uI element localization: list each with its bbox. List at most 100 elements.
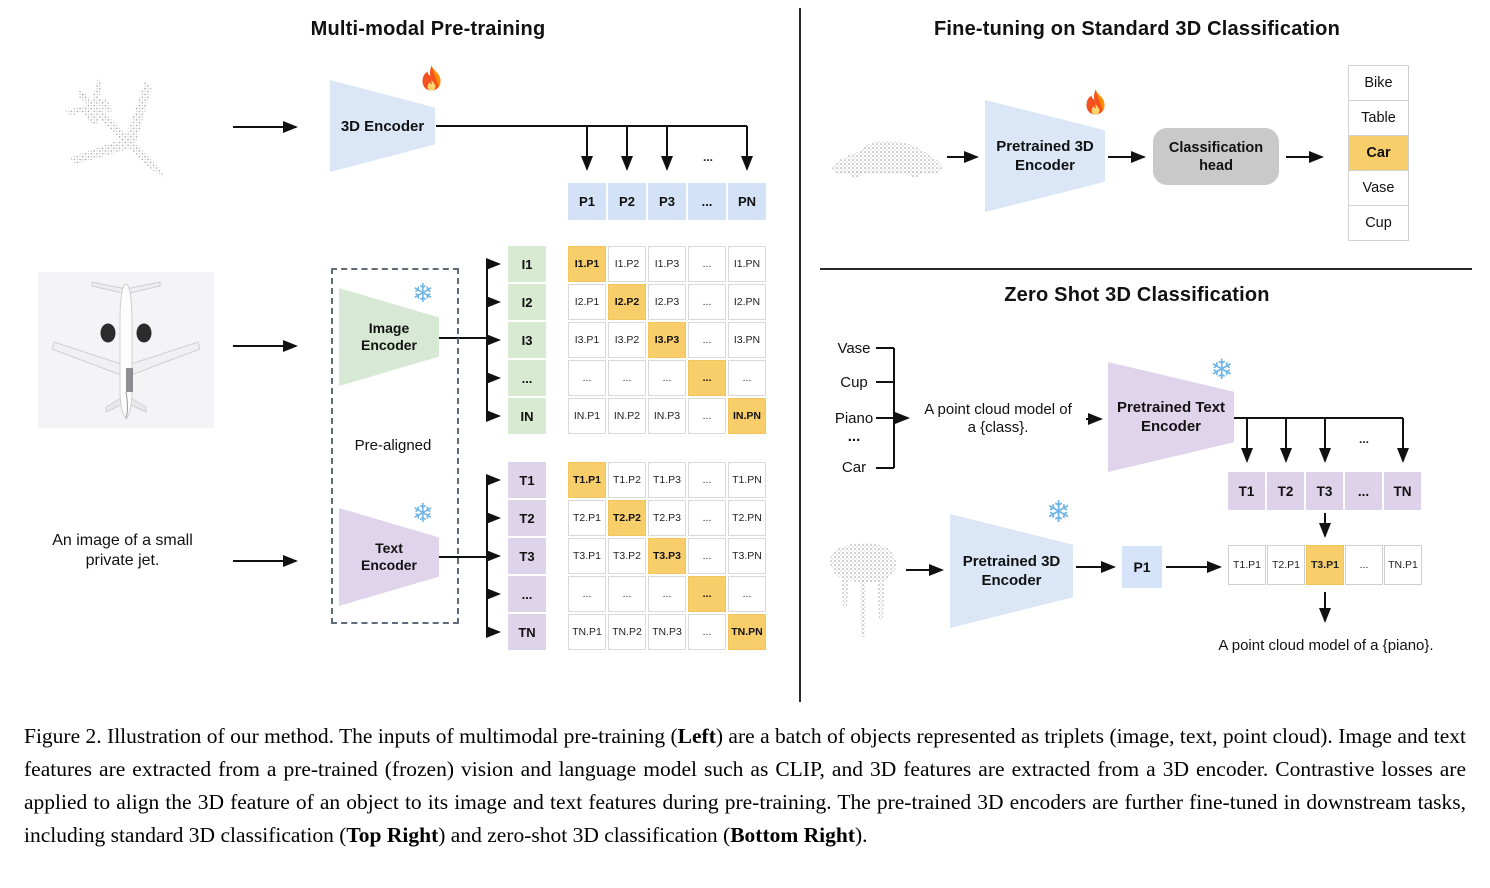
jet-text-line2: private jet.: [85, 552, 160, 569]
caption-seg3: ) and zero-shot 3D classification (: [438, 823, 731, 847]
caption-bold-bottom-right: Bottom Right: [730, 823, 856, 847]
matrix-cell: ...: [688, 462, 726, 498]
airplane-photo: [38, 272, 214, 428]
p-feature-row: P1 P2 P3 ... PN: [568, 183, 766, 220]
zs-text-feature-row: T1 T2 T3 ... TN: [1228, 472, 1421, 510]
encoder-3d-label: 3D Encoder: [340, 117, 425, 135]
matrix-cell: T3.P2: [608, 538, 646, 574]
matrix-cell: T1.P2: [608, 462, 646, 498]
matrix-cell: I1.P2: [608, 246, 646, 282]
matrix-cell: ...: [568, 576, 606, 612]
pretrained-text-encoder-line2: Encoder: [1140, 418, 1201, 435]
matrix-cell: TN.PN: [728, 614, 766, 650]
matrix-cell: TN.P2: [608, 614, 646, 650]
t-cell: TN: [1384, 472, 1421, 510]
pre-aligned-box: [331, 268, 459, 624]
text-label-cell: T1: [508, 462, 546, 498]
pretrained-3d-encoder-line1: Pretrained 3D: [996, 138, 1094, 155]
snowflake-icon: ❄: [1210, 354, 1234, 385]
matrix-cell: I3.P3: [648, 322, 686, 358]
matrix-cell: T3.P3: [648, 538, 686, 574]
text-feature-labels: T1 T2 T3 ... TN: [508, 462, 546, 650]
pre-aligned-label: Pre-aligned: [354, 437, 432, 454]
matrix-cell: I3.PN: [728, 322, 766, 358]
caption-bold-top-right: Top Right: [346, 823, 439, 847]
p-cell: P1: [568, 183, 606, 220]
t-cell: T1: [1228, 472, 1265, 510]
caption-seg2: ) are a batch of objects represented as …: [24, 724, 1466, 847]
matrix-cell: IN.P1: [568, 398, 606, 434]
image-label-cell: IN: [508, 398, 546, 434]
matrix-cell: TN.P1: [568, 614, 606, 650]
class-cell: Vase: [1348, 170, 1409, 206]
zs-pretrained-3d-encoder-line2: Encoder: [981, 572, 1042, 589]
matrix-cell: I3.P1: [568, 322, 606, 358]
text-label-cell: TN: [508, 614, 546, 650]
zs-prompt-line1: A point cloud model of: [924, 401, 1072, 418]
matrix-cell: T1.PN: [728, 462, 766, 498]
matrix-cell: ...: [688, 576, 726, 612]
text-encoder-label-line1: Text: [375, 540, 403, 556]
result-cell: TN.P1: [1384, 545, 1422, 585]
p1-feature-cell: P1: [1122, 546, 1162, 588]
classification-head-line2: head: [1199, 157, 1233, 174]
class-cell: Bike: [1348, 65, 1409, 101]
text-encoder-label-line2: Encoder: [360, 557, 417, 573]
image-label-cell: I2: [508, 284, 546, 320]
zs-pretrained-3d-encoder-line1: Pretrained 3D: [962, 553, 1061, 570]
zs-branch-ellipsis: ...: [1358, 432, 1369, 446]
pretraining-title: Multi-modal Pre-training: [310, 18, 546, 40]
piano-point-cloud: [830, 543, 896, 637]
zs-class-word: Cup: [840, 374, 868, 391]
zs-class-word: Vase: [837, 340, 871, 357]
result-cell: T1.P1: [1228, 545, 1266, 585]
image-label-cell: I3: [508, 322, 546, 358]
p-branch-ellipsis: ...: [702, 150, 713, 164]
matrix-cell: ...: [608, 576, 646, 612]
t-cell: T3: [1306, 472, 1343, 510]
result-cell: T2.P1: [1267, 545, 1305, 585]
class-cell-highlighted: Car: [1348, 135, 1409, 171]
classification-head-line1: Classification: [1168, 139, 1264, 156]
zs-prompt-text: A point cloud model of a {class}.: [912, 401, 1084, 437]
caption-seg4: ).: [855, 823, 868, 847]
text-label-cell: T3: [508, 538, 546, 574]
zs-class-word: Car: [841, 459, 867, 476]
matrix-cell: T2.P1: [568, 500, 606, 536]
fire-icon: [1086, 89, 1105, 115]
class-list: Bike Table Car Vase Cup: [1348, 65, 1409, 241]
text-label-cell: ...: [508, 576, 546, 612]
zs-result-row: T1.P1 T2.P1 T3.P1 ... TN.P1: [1228, 545, 1422, 585]
matrix-cell: IN.P2: [608, 398, 646, 434]
matrix-cell: T2.PN: [728, 500, 766, 536]
text-label-cell: T2: [508, 500, 546, 536]
fire-icon: [422, 65, 441, 91]
matrix-cell: ...: [648, 576, 686, 612]
car-point-cloud: [832, 140, 942, 178]
text-similarity-matrix: T1.P1 T1.P2 T1.P3 ... T1.PN T2.P1 T2.P2 …: [568, 462, 766, 650]
matrix-cell: I2.PN: [728, 284, 766, 320]
caption-seg1: Figure 2. Illustration of our method. Th…: [24, 724, 678, 748]
matrix-cell: ...: [608, 360, 646, 396]
matrix-cell: ...: [568, 360, 606, 396]
zs-class-ellipsis: ...: [847, 428, 861, 445]
matrix-cell: I2.P2: [608, 284, 646, 320]
matrix-cell: ...: [728, 360, 766, 396]
image-encoder-label-line1: Image: [368, 320, 410, 336]
class-cell: Table: [1348, 100, 1409, 136]
matrix-cell: ...: [728, 576, 766, 612]
matrix-cell: T2.P3: [648, 500, 686, 536]
matrix-cell: ...: [688, 322, 726, 358]
classification-head: Classification head: [1153, 128, 1279, 185]
image-feature-labels: I1 I2 I3 ... IN: [508, 246, 546, 434]
zs-pretrained-3d-encoder: Pretrained 3D Encoder: [950, 514, 1073, 628]
image-similarity-matrix: I1.P1 I1.P2 I1.P3 ... I1.PN I2.P1 I2.P2 …: [568, 246, 766, 434]
t-cell: ...: [1345, 472, 1382, 510]
matrix-cell: I3.P2: [608, 322, 646, 358]
image-label-cell: ...: [508, 360, 546, 396]
zs-prompt-line2: a {class}.: [967, 419, 1029, 436]
matrix-cell: ...: [688, 538, 726, 574]
matrix-cell: TN.P3: [648, 614, 686, 650]
zs-class-word: Piano: [834, 410, 874, 427]
